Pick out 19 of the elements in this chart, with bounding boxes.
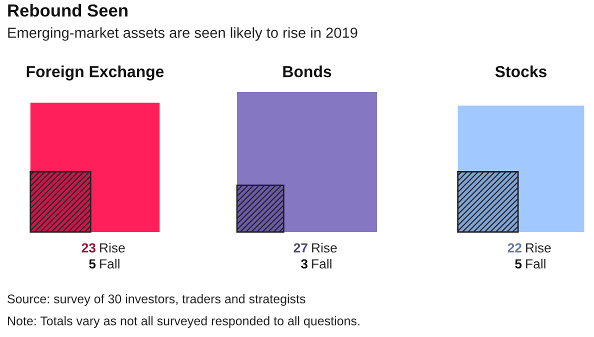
data-label: 22	[508, 243, 522, 252]
data-label: 3	[300, 259, 308, 269]
text: Rise	[526, 242, 551, 253]
category-label: Stocks	[495, 66, 547, 78]
category-label: Bonds	[283, 66, 332, 78]
text: Fall	[526, 258, 546, 269]
data-label: 5	[89, 259, 96, 269]
text: Rise	[100, 242, 125, 253]
category-label: Foreign Exchange	[26, 66, 164, 80]
text: Emerging-market assets are seen likely to rise in 2019	[8, 27, 358, 41]
text: Note: Totals vary as not all surveyed responded to all questions.	[8, 316, 360, 328]
data-label: 23	[82, 243, 96, 253]
text: Fall	[100, 258, 120, 269]
text: Fall	[312, 258, 332, 269]
source-note: Source: survey of 30 investors, traders and strategists	[8, 294, 306, 306]
text: Rebound Seen	[8, 4, 128, 17]
data-label: 5	[515, 259, 522, 269]
data-label: 27	[294, 243, 308, 252]
text: Rise	[312, 242, 337, 253]
